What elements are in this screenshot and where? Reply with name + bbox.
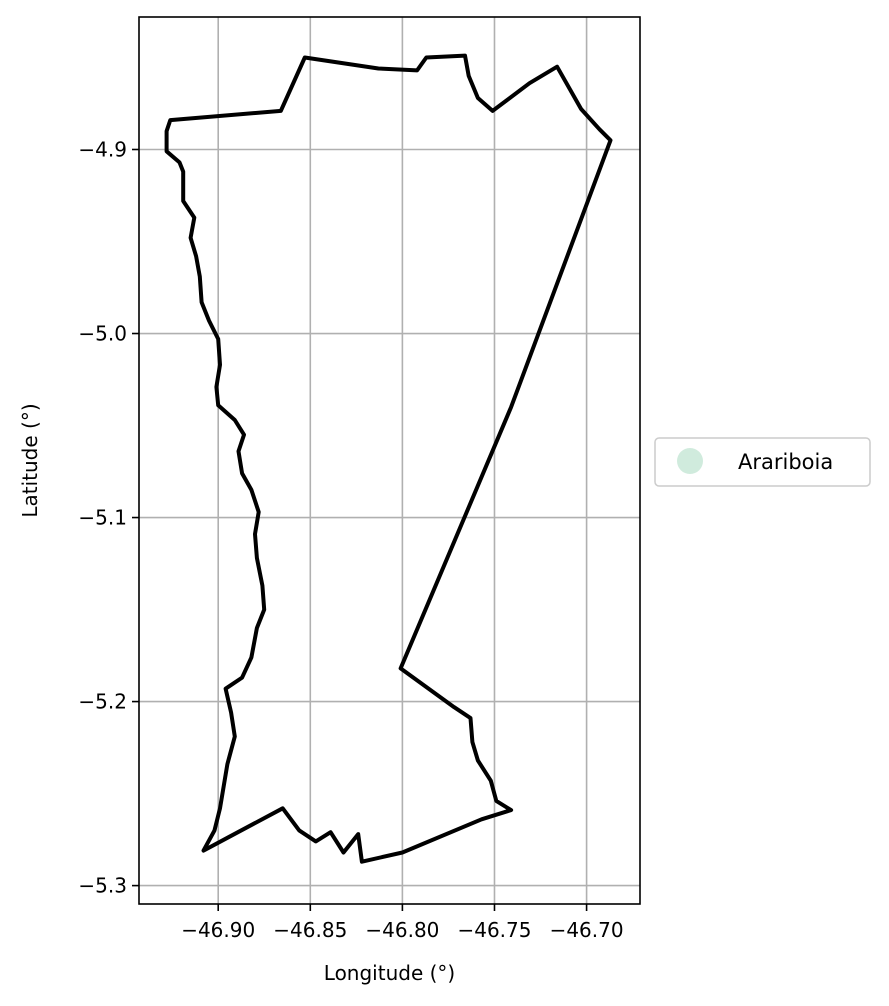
- x-axis-label: Longitude (°): [324, 961, 455, 985]
- y-tick-label: −5.3: [78, 874, 127, 898]
- legend: Arariboia: [654, 437, 871, 487]
- legend-marker: [677, 448, 703, 474]
- tick-layer: −46.90 −46.85 −46.80 −46.75 −46.70 −4.9 −5.0 −5…: [78, 137, 623, 942]
- grid-layer: [139, 17, 640, 904]
- y-tick-label: −4.9: [78, 137, 127, 161]
- y-tick-label: −5.1: [78, 506, 127, 530]
- x-tick-label: −46.90: [181, 918, 255, 942]
- y-tick-label: −5.0: [78, 322, 127, 346]
- x-tick-label: −46.80: [365, 918, 439, 942]
- axes-frame: [138, 16, 641, 905]
- x-tick-label: −46.85: [273, 918, 347, 942]
- x-tick-label: −46.70: [550, 918, 624, 942]
- legend-label: Arariboia: [738, 450, 833, 474]
- y-tick-label: −5.2: [78, 690, 127, 714]
- legend-box: [654, 437, 871, 487]
- y-axis-label: Latitude (°): [18, 403, 42, 517]
- shape-layer: [164, 53, 613, 864]
- x-tick-label: −46.75: [457, 918, 531, 942]
- territory-boundary: [164, 53, 613, 864]
